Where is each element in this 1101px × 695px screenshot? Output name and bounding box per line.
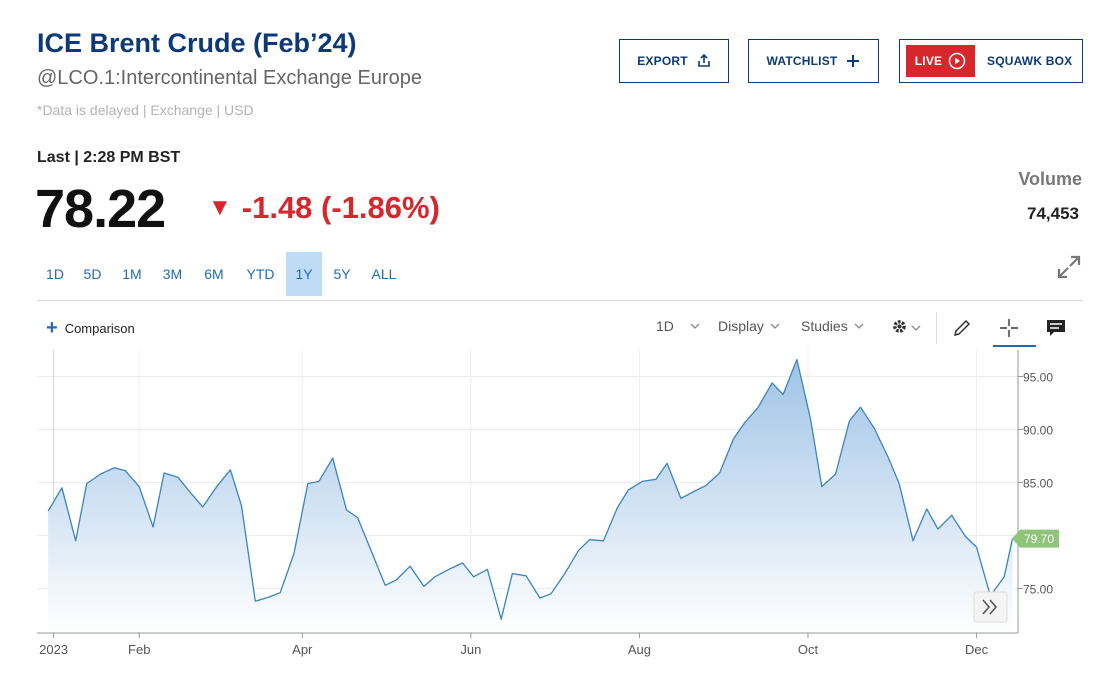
x-tick-label: Jun <box>460 642 481 657</box>
price-line <box>47 358 1014 620</box>
squawk-box-label: SQUAWK BOX <box>987 54 1073 68</box>
comparison-label: Comparison <box>64 320 135 336</box>
crosshair-icon[interactable] <box>992 312 1026 344</box>
range-all[interactable]: ALL <box>371 266 397 282</box>
live-squawk-box-button[interactable]: LIVE SQUAWK BOX <box>899 39 1083 83</box>
down-arrow-icon: ▼ <box>208 194 232 221</box>
studies-label: Studies <box>801 318 848 334</box>
watchlist-label: WATCHLIST <box>766 54 838 68</box>
settings-dropdown[interactable] <box>891 318 921 338</box>
last-value-badge <box>1012 529 1059 548</box>
range-selector: 1D 5D 1M 3M 6M YTD 1Y 5Y ALL <box>37 252 406 296</box>
scroll-button-bg <box>973 591 1008 623</box>
display-label: Display <box>718 318 764 334</box>
scroll-right-button[interactable] <box>973 591 1008 623</box>
live-badge: LIVE <box>906 45 975 77</box>
plus-icon <box>846 54 860 68</box>
comment-icon[interactable] <box>1039 312 1073 344</box>
divider <box>37 300 1083 301</box>
chevron-down-icon <box>770 323 780 329</box>
play-circle-icon <box>948 52 966 70</box>
x-tick-label: Aug <box>628 642 651 657</box>
volume-label: Volume <box>1018 169 1082 189</box>
gear-icon <box>891 318 908 338</box>
x-tick-label: Dec <box>965 642 989 657</box>
page-title: ICE Brent Crude (Feb’24) <box>37 28 357 58</box>
plus-icon: + <box>46 317 58 339</box>
x-tick-label: 2023 <box>39 642 68 657</box>
volume-value: 74,453 <box>1027 204 1079 223</box>
price-change: ▼ -1.48 (-1.86%) <box>208 190 440 226</box>
x-tick-label: Apr <box>292 642 313 657</box>
export-label: EXPORT <box>637 54 688 68</box>
live-label: LIVE <box>914 54 943 68</box>
interval-dropdown[interactable]: 1D <box>656 318 700 334</box>
range-1m[interactable]: 1M <box>122 266 142 282</box>
chevron-down-icon <box>911 325 921 331</box>
toolbar-divider <box>936 312 937 344</box>
x-tick-label: Oct <box>798 642 819 657</box>
last-trade-label: Last | 2:28 PM BST <box>37 149 181 166</box>
price-chart[interactable]: 75.0080.0085.0090.0095.002023FebAprJunAu… <box>0 346 1101 666</box>
delayed-note: *Data is delayed | Exchange | USD <box>37 102 254 118</box>
price-area <box>48 359 1013 633</box>
expand-icon[interactable] <box>1055 253 1083 281</box>
change-value: -1.48 (-1.86%) <box>241 190 440 225</box>
range-3m[interactable]: 3M <box>162 266 183 282</box>
y-tick-label: 95.00 <box>1023 370 1053 384</box>
range-1d[interactable]: 1D <box>46 266 64 282</box>
export-button[interactable]: EXPORT <box>619 39 729 83</box>
crosshair-active-indicator <box>993 345 1036 347</box>
comparison-button[interactable]: + Comparison <box>46 318 135 338</box>
range-6m[interactable]: 6M <box>204 266 224 282</box>
watchlist-button[interactable]: WATCHLIST <box>748 39 879 83</box>
range-5y[interactable]: 5Y <box>333 266 351 282</box>
display-dropdown[interactable]: Display <box>718 318 780 334</box>
range-1y[interactable]: 1Y <box>286 252 322 296</box>
y-tick-label: 85.00 <box>1023 476 1053 490</box>
share-icon <box>697 54 711 68</box>
last-price: 78.22 <box>35 179 166 239</box>
studies-dropdown[interactable]: Studies <box>801 318 864 334</box>
exchange-subtitle: @LCO.1:Intercontinental Exchange Europe <box>37 67 422 89</box>
x-tick-label: Feb <box>128 642 150 657</box>
chevron-down-icon <box>854 323 864 329</box>
chevron-down-icon <box>690 323 700 329</box>
last-value-label: 79.70 <box>1024 532 1054 546</box>
y-tick-label: 75.00 <box>1023 582 1053 596</box>
pencil-icon[interactable] <box>945 312 979 344</box>
double-chevron-right-icon <box>982 599 998 615</box>
y-tick-label: 90.00 <box>1023 423 1053 437</box>
range-5d[interactable]: 5D <box>83 266 102 282</box>
range-ytd[interactable]: YTD <box>246 266 275 282</box>
interval-label: 1D <box>656 318 674 334</box>
